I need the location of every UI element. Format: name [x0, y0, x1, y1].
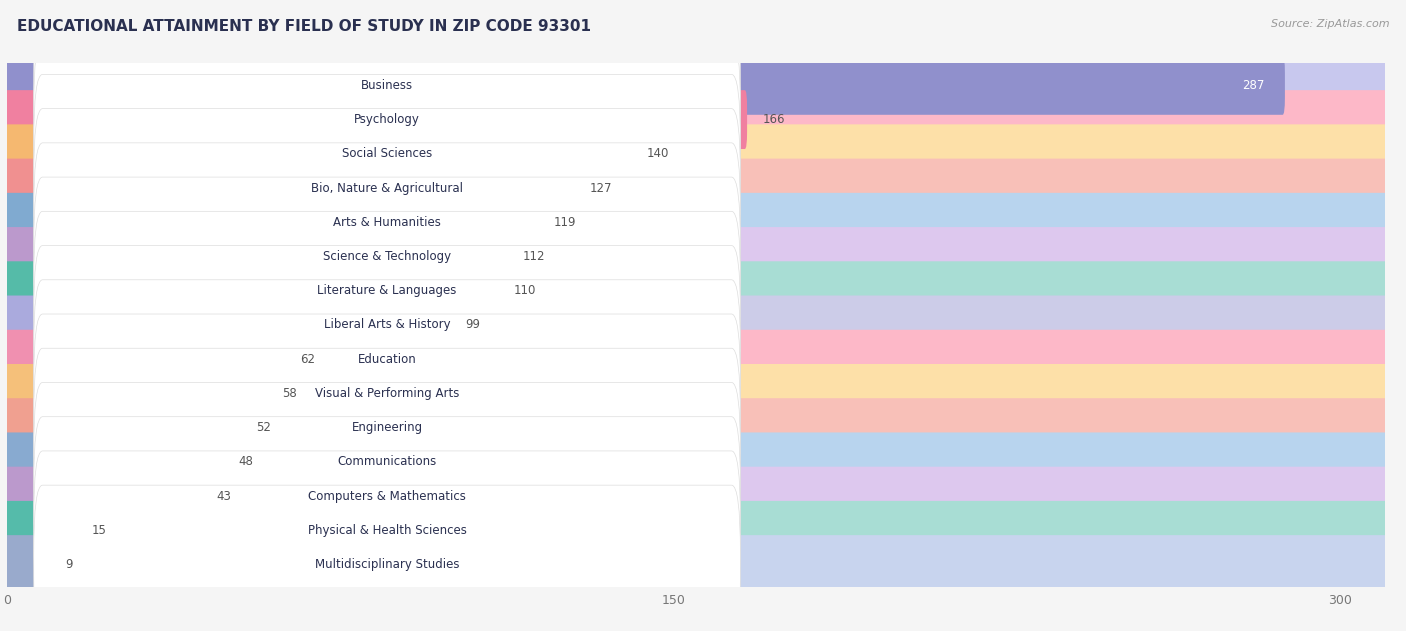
Text: 48: 48	[238, 456, 253, 468]
FancyBboxPatch shape	[7, 102, 1385, 137]
Text: Source: ZipAtlas.com: Source: ZipAtlas.com	[1271, 19, 1389, 29]
FancyBboxPatch shape	[4, 501, 1388, 560]
Text: Literature & Languages: Literature & Languages	[318, 284, 457, 297]
Text: Science & Technology: Science & Technology	[323, 250, 451, 263]
Text: Social Sciences: Social Sciences	[342, 147, 432, 160]
Text: Computers & Mathematics: Computers & Mathematics	[308, 490, 465, 503]
FancyBboxPatch shape	[4, 193, 538, 252]
Text: Visual & Performing Arts: Visual & Performing Arts	[315, 387, 460, 400]
FancyBboxPatch shape	[7, 548, 1385, 582]
FancyBboxPatch shape	[4, 193, 1388, 252]
FancyBboxPatch shape	[7, 445, 1385, 479]
FancyBboxPatch shape	[4, 124, 1388, 183]
Text: EDUCATIONAL ATTAINMENT BY FIELD OF STUDY IN ZIP CODE 93301: EDUCATIONAL ATTAINMENT BY FIELD OF STUDY…	[17, 19, 591, 34]
FancyBboxPatch shape	[4, 158, 1388, 218]
FancyBboxPatch shape	[34, 40, 741, 199]
Text: Arts & Humanities: Arts & Humanities	[333, 216, 441, 229]
Text: 52: 52	[256, 421, 271, 434]
FancyBboxPatch shape	[4, 295, 450, 355]
FancyBboxPatch shape	[7, 205, 1385, 239]
Text: 127: 127	[589, 182, 612, 194]
FancyBboxPatch shape	[4, 227, 508, 286]
FancyBboxPatch shape	[4, 535, 49, 594]
FancyBboxPatch shape	[4, 501, 76, 560]
FancyBboxPatch shape	[7, 342, 1385, 376]
Text: 43: 43	[217, 490, 231, 503]
FancyBboxPatch shape	[34, 348, 741, 507]
FancyBboxPatch shape	[34, 177, 741, 336]
Text: Bio, Nature & Agricultural: Bio, Nature & Agricultural	[311, 182, 463, 194]
FancyBboxPatch shape	[4, 364, 267, 423]
Text: 99: 99	[465, 319, 479, 331]
FancyBboxPatch shape	[34, 109, 741, 268]
FancyBboxPatch shape	[4, 261, 1388, 320]
Text: Multidisciplinary Studies: Multidisciplinary Studies	[315, 558, 460, 571]
FancyBboxPatch shape	[7, 274, 1385, 308]
FancyBboxPatch shape	[4, 124, 631, 183]
Text: Liberal Arts & History: Liberal Arts & History	[323, 319, 450, 331]
FancyBboxPatch shape	[7, 137, 1385, 171]
FancyBboxPatch shape	[34, 382, 741, 541]
Text: Communications: Communications	[337, 456, 437, 468]
Text: 112: 112	[523, 250, 546, 263]
FancyBboxPatch shape	[4, 227, 1388, 286]
FancyBboxPatch shape	[34, 314, 741, 473]
Text: Education: Education	[357, 353, 416, 366]
FancyBboxPatch shape	[7, 411, 1385, 445]
Text: 110: 110	[513, 284, 536, 297]
Text: Physical & Health Sciences: Physical & Health Sciences	[308, 524, 467, 537]
Text: 9: 9	[65, 558, 72, 571]
Text: Engineering: Engineering	[352, 421, 423, 434]
Text: 140: 140	[647, 147, 669, 160]
FancyBboxPatch shape	[4, 398, 1388, 457]
Text: 62: 62	[301, 353, 315, 366]
Text: 15: 15	[91, 524, 107, 537]
FancyBboxPatch shape	[4, 432, 222, 492]
FancyBboxPatch shape	[4, 295, 1388, 355]
FancyBboxPatch shape	[7, 68, 1385, 102]
FancyBboxPatch shape	[4, 261, 498, 320]
FancyBboxPatch shape	[34, 416, 741, 575]
FancyBboxPatch shape	[4, 330, 1388, 389]
FancyBboxPatch shape	[7, 308, 1385, 342]
FancyBboxPatch shape	[4, 364, 1388, 423]
FancyBboxPatch shape	[4, 90, 1388, 149]
FancyBboxPatch shape	[34, 143, 741, 302]
Text: 119: 119	[554, 216, 576, 229]
FancyBboxPatch shape	[34, 451, 741, 610]
FancyBboxPatch shape	[34, 211, 741, 370]
FancyBboxPatch shape	[4, 432, 1388, 492]
FancyBboxPatch shape	[34, 74, 741, 233]
Text: 58: 58	[283, 387, 297, 400]
Text: 287: 287	[1243, 79, 1265, 92]
FancyBboxPatch shape	[34, 6, 741, 165]
FancyBboxPatch shape	[4, 535, 1388, 594]
FancyBboxPatch shape	[34, 245, 741, 404]
FancyBboxPatch shape	[4, 467, 1388, 526]
FancyBboxPatch shape	[7, 513, 1385, 548]
FancyBboxPatch shape	[4, 158, 574, 218]
Text: 166: 166	[762, 113, 785, 126]
FancyBboxPatch shape	[34, 485, 741, 631]
FancyBboxPatch shape	[7, 376, 1385, 411]
Text: Psychology: Psychology	[354, 113, 420, 126]
FancyBboxPatch shape	[4, 398, 240, 457]
FancyBboxPatch shape	[34, 280, 741, 439]
FancyBboxPatch shape	[4, 56, 1388, 115]
FancyBboxPatch shape	[4, 56, 1285, 115]
FancyBboxPatch shape	[7, 479, 1385, 513]
FancyBboxPatch shape	[4, 330, 285, 389]
FancyBboxPatch shape	[4, 90, 747, 149]
FancyBboxPatch shape	[7, 239, 1385, 274]
FancyBboxPatch shape	[4, 467, 201, 526]
Text: Business: Business	[361, 79, 413, 92]
FancyBboxPatch shape	[7, 171, 1385, 205]
